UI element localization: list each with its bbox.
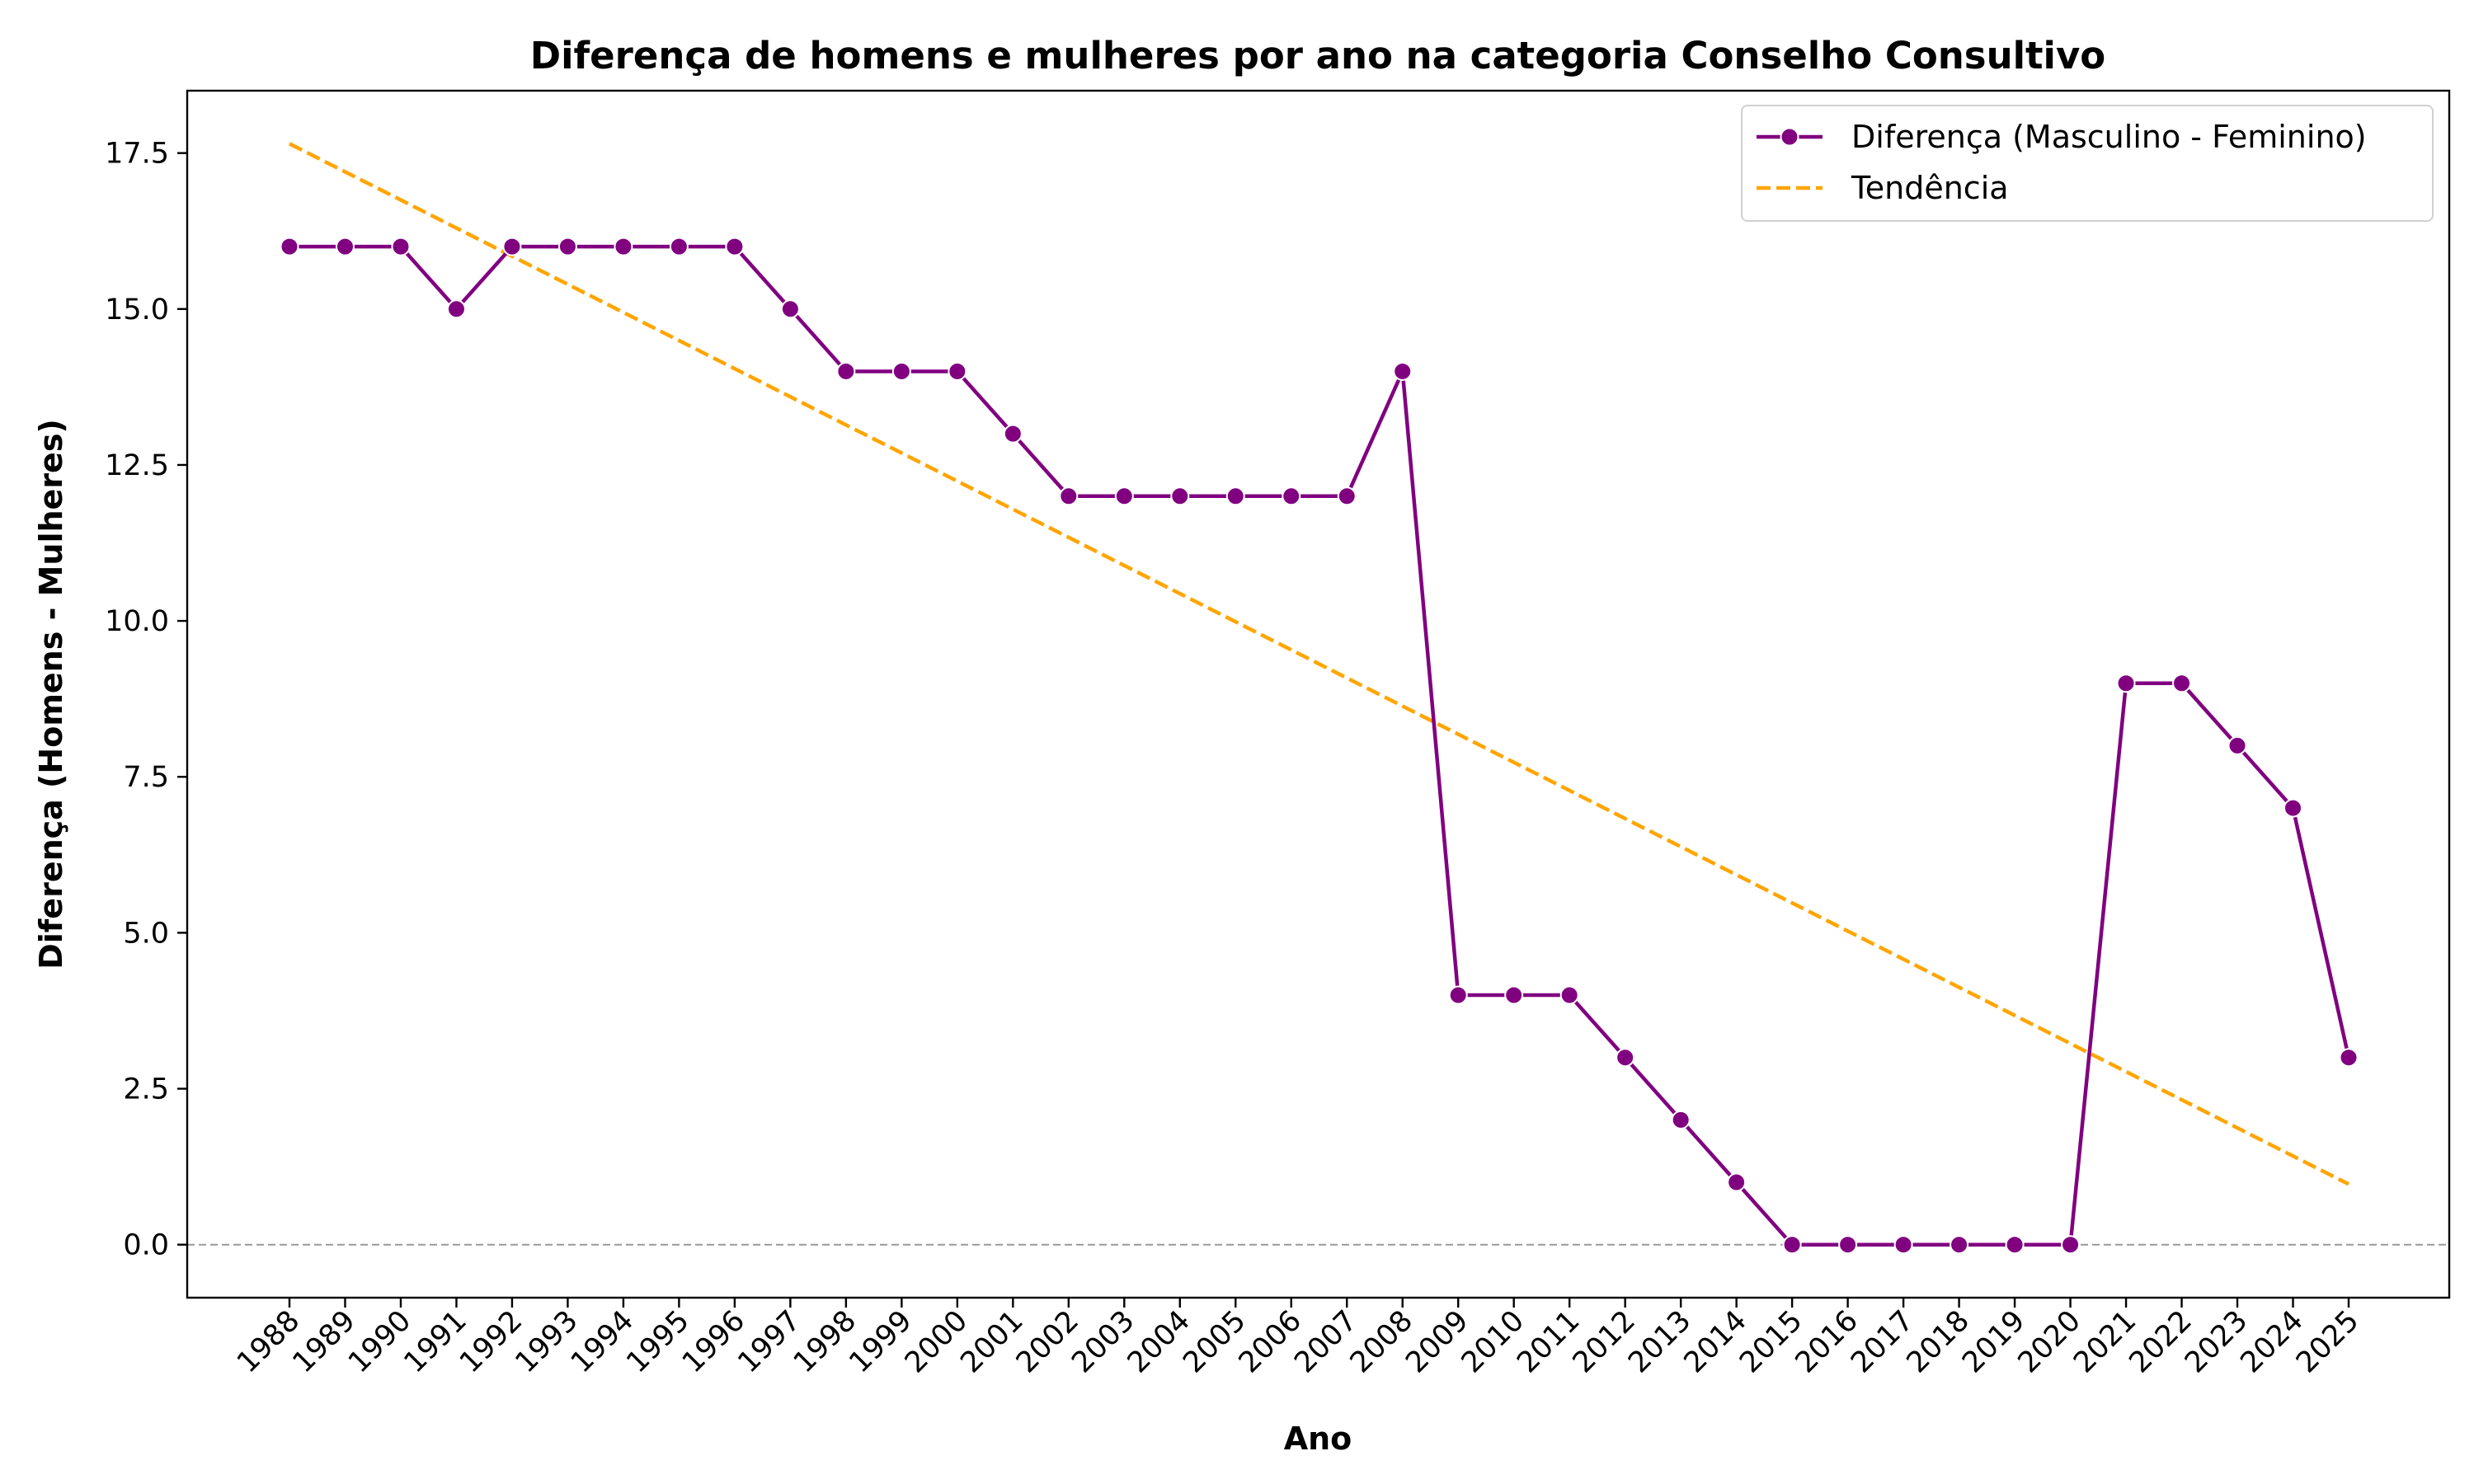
- x-tick-label: 1994: [565, 1304, 640, 1379]
- x-tick-label: 1997: [731, 1304, 807, 1379]
- plot-frame: [186, 89, 2451, 1299]
- data-point: [1616, 1048, 1635, 1068]
- data-point: [614, 237, 633, 256]
- x-tick-label: 1999: [843, 1304, 918, 1379]
- data-point: [1003, 424, 1023, 444]
- x-tick-label: 2022: [2124, 1304, 2199, 1379]
- data-point: [1950, 1235, 1969, 1255]
- data-point: [335, 237, 355, 256]
- x-tick-label: 1993: [510, 1304, 585, 1379]
- y-axis-label: Diferença (Homens - Mulheres): [33, 419, 69, 970]
- data-point: [1782, 1235, 1802, 1255]
- x-tick-label: 2014: [1678, 1304, 1753, 1379]
- x-tick-label: 1990: [342, 1304, 417, 1379]
- x-axis-label: Ano: [1284, 1421, 1352, 1457]
- y-tick-label: 7.5: [123, 761, 169, 794]
- x-tick-label: 2009: [1399, 1304, 1475, 1379]
- data-point: [1559, 985, 1579, 1005]
- x-tick-label: 2015: [1733, 1304, 1808, 1379]
- data-point: [557, 237, 577, 256]
- x-tick-label: 1992: [454, 1304, 529, 1379]
- x-tick-label: 2021: [2067, 1304, 2142, 1379]
- x-tick-label: 2016: [1790, 1304, 1865, 1379]
- data-point: [1059, 486, 1079, 506]
- data-point: [1225, 486, 1245, 506]
- data-point: [1727, 1172, 1747, 1192]
- data-point: [1838, 1235, 1858, 1255]
- legend-marker-difference: [1780, 127, 1799, 147]
- data-point: [1504, 985, 1524, 1005]
- data-point: [891, 361, 911, 381]
- x-tick-label: 2011: [1511, 1304, 1586, 1379]
- data-point: [502, 237, 522, 256]
- x-tick-label: 1988: [231, 1304, 306, 1379]
- data-point: [2116, 674, 2136, 693]
- x-tick-label: 1989: [287, 1304, 362, 1379]
- data-point: [669, 237, 689, 256]
- legend: Diferença (Masculino - Feminino) Tendênc…: [1741, 105, 2434, 222]
- x-tick-label: 2002: [1010, 1304, 1085, 1379]
- legend-label-trend: Tendência: [1851, 170, 2009, 206]
- chart-title: Diferença de homens e mulheres por ano n…: [530, 34, 2105, 77]
- data-point: [2005, 1235, 2025, 1255]
- data-point: [2227, 735, 2247, 755]
- x-tick-label: 2023: [2179, 1304, 2254, 1379]
- x-tick-label: 2013: [1622, 1304, 1697, 1379]
- difference-series-points: [280, 237, 2359, 1255]
- data-point: [1893, 1235, 1913, 1255]
- y-tick-label: 15.0: [105, 294, 169, 326]
- x-tick-label: 2006: [1233, 1304, 1308, 1379]
- x-tick-label: 2003: [1065, 1304, 1141, 1379]
- y-tick-label: 17.5: [105, 138, 169, 171]
- x-tick-label: 2020: [2012, 1304, 2087, 1379]
- data-point: [1282, 486, 1301, 506]
- x-tick-label: 2007: [1288, 1304, 1363, 1379]
- y-tick-label: 2.5: [123, 1073, 169, 1106]
- x-tick-label: 2005: [1177, 1304, 1252, 1379]
- data-point: [2284, 798, 2303, 818]
- y-axis-ticks: 0.0 2.5 5.0 7.5 10.0 12.5 15.0 17.5: [105, 138, 187, 1262]
- data-point: [1337, 486, 1357, 506]
- data-point: [948, 361, 967, 381]
- x-tick-label: 2019: [1956, 1304, 2031, 1379]
- x-tick-label: 2025: [2290, 1304, 2365, 1379]
- x-tick-label: 2008: [1344, 1304, 1419, 1379]
- x-tick-label: 1991: [398, 1304, 473, 1379]
- x-tick-label: 2018: [1901, 1304, 1976, 1379]
- x-axis-ticks: 1988198919901991199219931994199519961997…: [231, 1298, 2365, 1379]
- data-point: [725, 237, 745, 256]
- data-point: [1448, 985, 1468, 1005]
- x-tick-label: 2004: [1122, 1304, 1197, 1379]
- data-point: [1671, 1110, 1691, 1129]
- y-tick-label: 10.0: [105, 605, 169, 638]
- x-tick-label: 2024: [2235, 1304, 2310, 1379]
- x-tick-label: 1996: [676, 1304, 751, 1379]
- data-point: [2061, 1235, 2081, 1255]
- y-tick-label: 0.0: [123, 1229, 169, 1262]
- y-tick-label: 5.0: [123, 917, 169, 950]
- x-tick-label: 2000: [899, 1304, 974, 1379]
- data-point: [1393, 361, 1413, 381]
- x-tick-label: 2017: [1845, 1304, 1920, 1379]
- data-point: [1170, 486, 1190, 506]
- data-point: [2339, 1048, 2359, 1068]
- difference-series-line: [289, 244, 2351, 1247]
- data-point: [446, 299, 466, 319]
- legend-label-difference: Diferença (Masculino - Feminino): [1851, 119, 2367, 155]
- data-point: [1114, 486, 1134, 506]
- x-tick-label: 2012: [1567, 1304, 1642, 1379]
- data-point: [280, 237, 299, 256]
- x-tick-label: 1998: [788, 1304, 863, 1379]
- data-point: [780, 299, 800, 319]
- x-tick-label: 2010: [1456, 1304, 1531, 1379]
- x-tick-label: 2001: [954, 1304, 1029, 1379]
- y-tick-label: 12.5: [105, 449, 169, 482]
- data-point: [2172, 674, 2192, 693]
- data-point: [836, 361, 856, 381]
- trend-series-line: [288, 142, 2350, 1186]
- x-tick-label: 1995: [620, 1304, 695, 1379]
- data-point: [391, 237, 411, 256]
- legend-box: [1741, 105, 2434, 222]
